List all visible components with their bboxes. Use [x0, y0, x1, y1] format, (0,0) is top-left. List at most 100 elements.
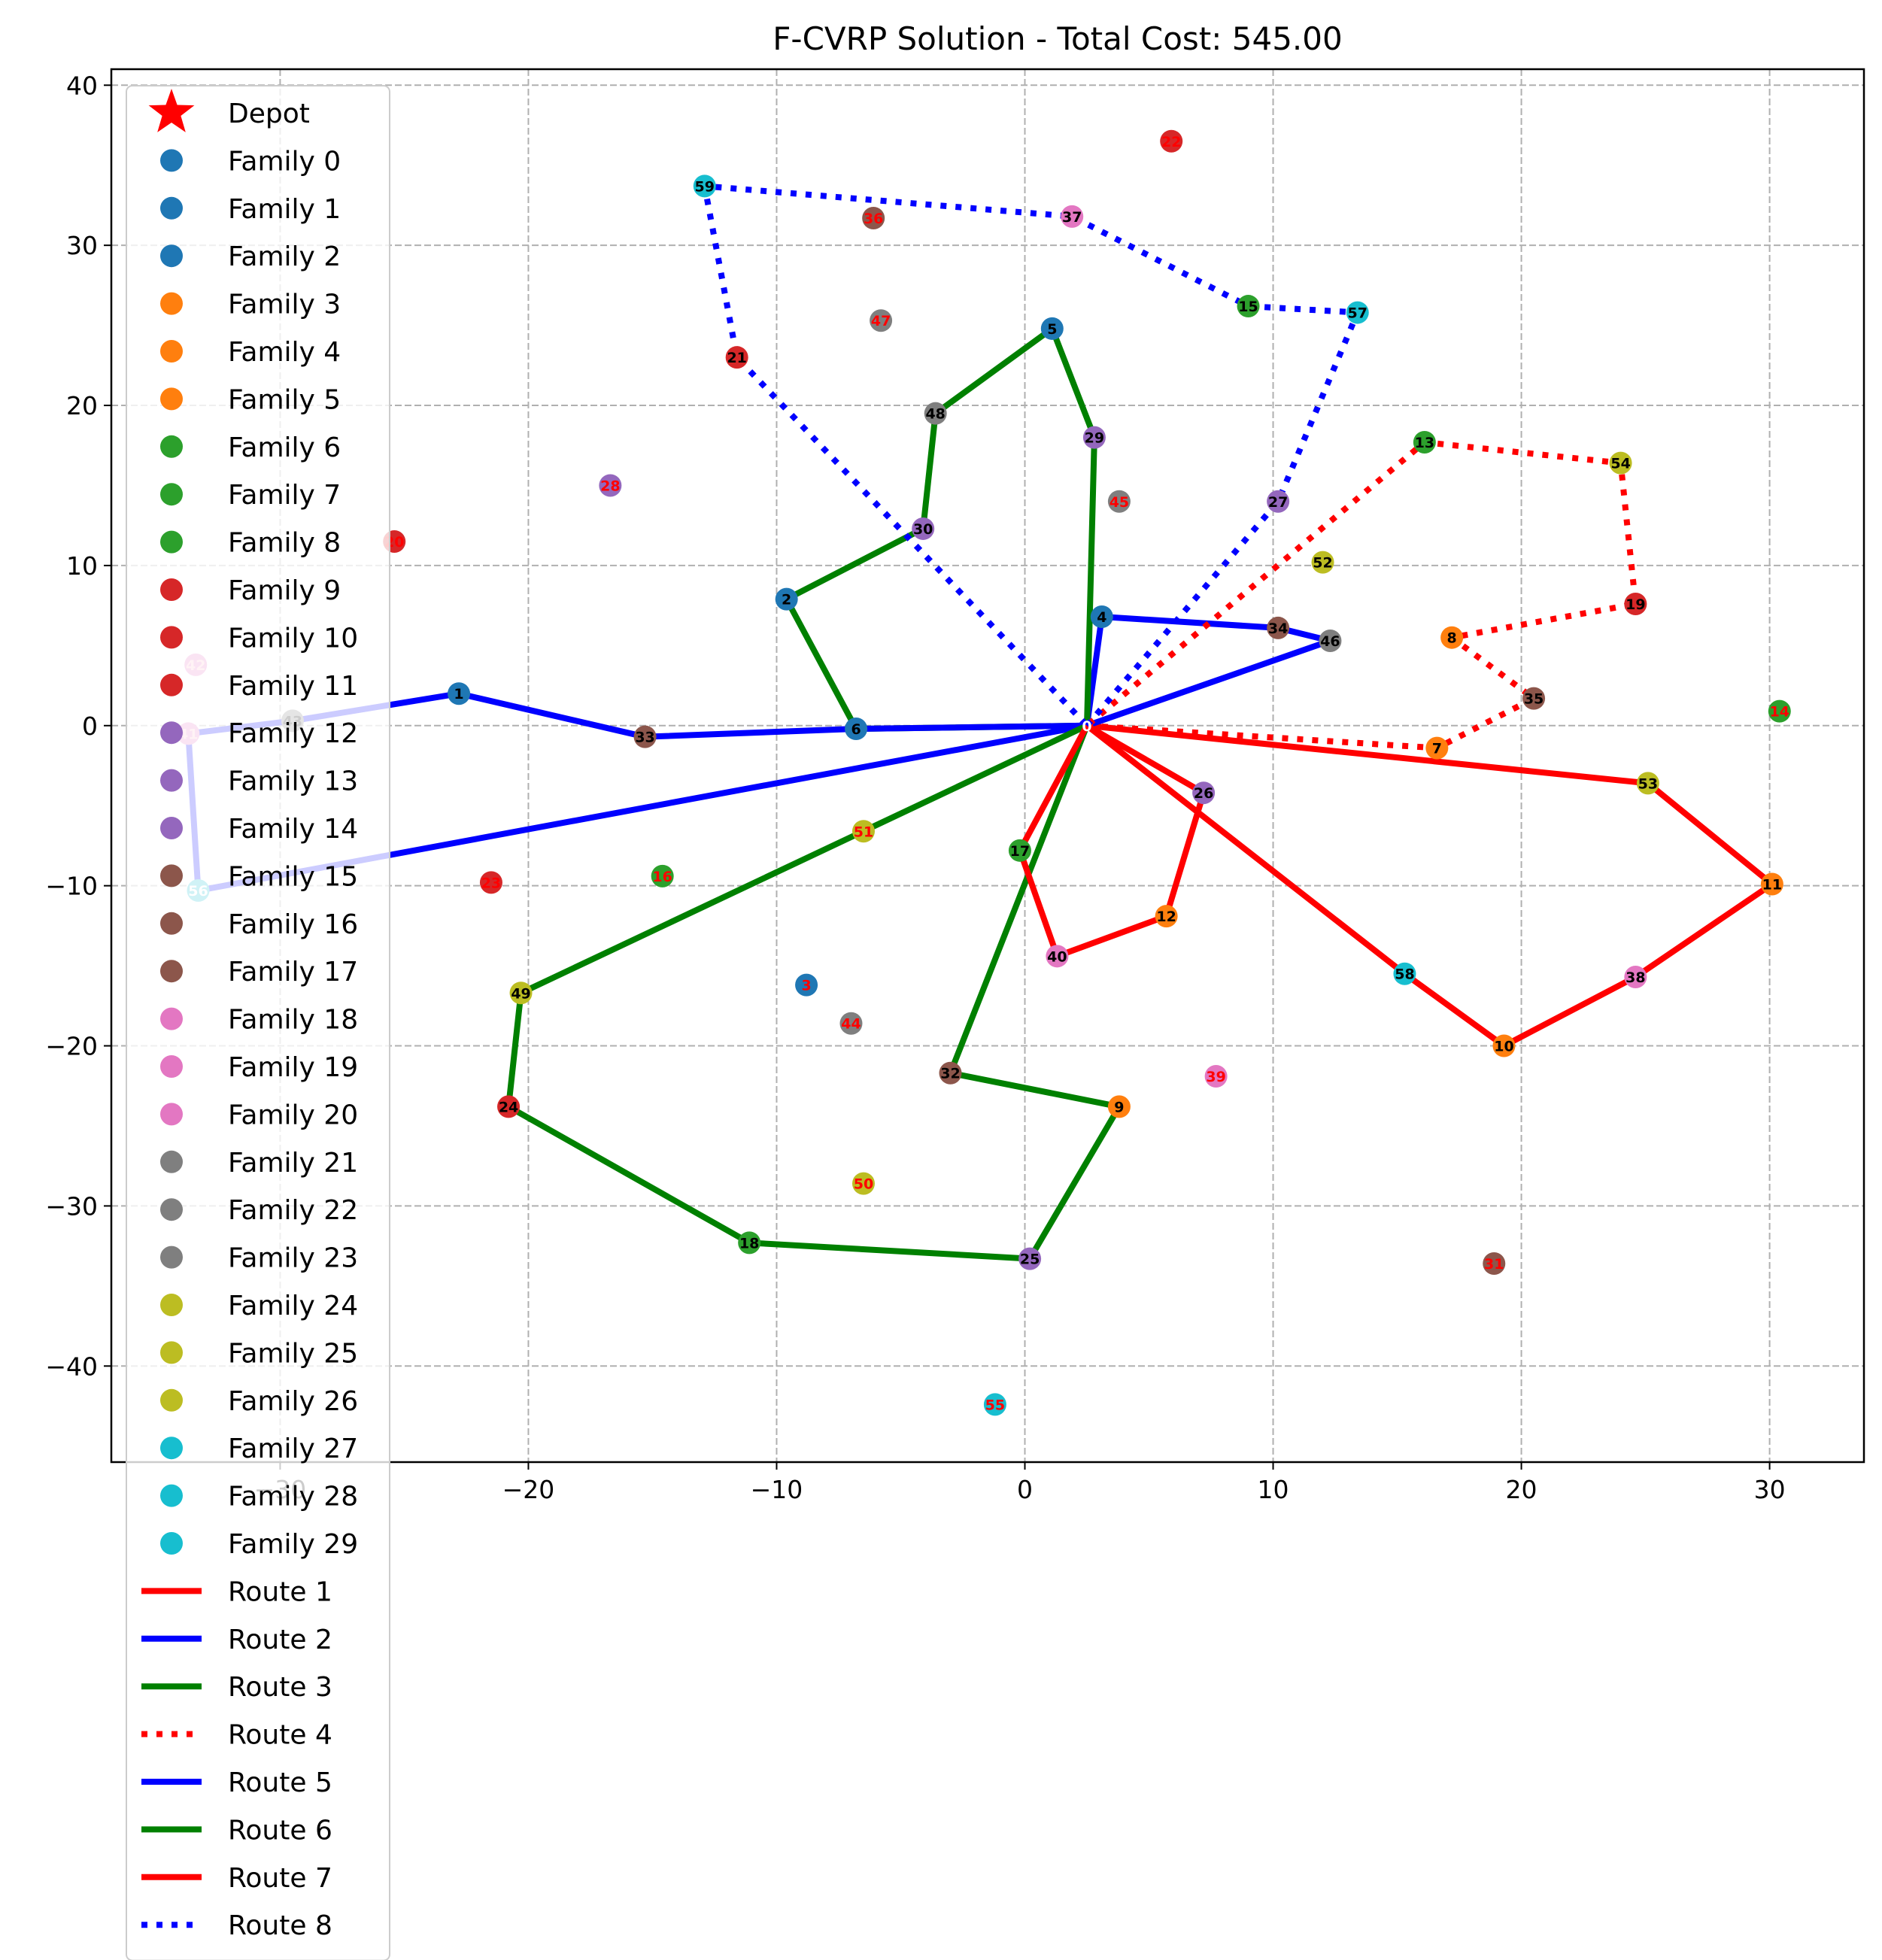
node-point-4: [1090, 605, 1113, 629]
node-label-58: 58: [1395, 966, 1414, 983]
node-label-36: 36: [864, 211, 883, 227]
legend-label-family-18: Family 18: [228, 1005, 358, 1036]
legend-label-family-25: Family 25: [228, 1338, 358, 1369]
legend-label-route-4: Route 4: [228, 1720, 332, 1751]
route-line-3: [783, 325, 1097, 733]
node-label-35: 35: [1524, 691, 1544, 708]
legend-label-family-28: Family 28: [228, 1482, 358, 1512]
node-point-2: [775, 587, 798, 611]
route-layer: [185, 183, 1775, 1262]
legend-marker-family-19: [160, 1055, 183, 1078]
node-label-33: 33: [635, 730, 654, 746]
x-tick-label: 30: [1754, 1475, 1786, 1504]
legend-marker-family-11: [160, 673, 183, 696]
legend-label-family-19: Family 19: [228, 1052, 358, 1083]
legend-label-family-16: Family 16: [228, 909, 358, 940]
legend-label-route-7: Route 7: [228, 1863, 332, 1894]
node-point-5: [1040, 317, 1064, 340]
legend-marker-family-5: [160, 387, 183, 411]
y-tick-label: 20: [66, 391, 98, 420]
y-tick-label: −40: [45, 1352, 98, 1381]
node-label-40: 40: [1047, 948, 1067, 965]
node-label-19: 19: [1626, 596, 1645, 613]
legend-label-family-3: Family 3: [228, 290, 341, 320]
node-point-49: [509, 982, 533, 1005]
legend-label-family-10: Family 10: [228, 623, 358, 654]
node-point-37: [1061, 205, 1084, 228]
legend-label-family-27: Family 27: [228, 1434, 358, 1464]
node-point-36: [862, 206, 885, 229]
legend-marker-family-13: [160, 769, 183, 792]
node-point-44: [839, 1012, 863, 1035]
node-point-28: [599, 474, 622, 497]
legend-box: [126, 85, 390, 1960]
node-label-44: 44: [841, 1016, 861, 1033]
legend-label-depot: Depot: [228, 99, 310, 129]
node-label-11: 11: [1762, 877, 1782, 894]
x-tick-label: 20: [1506, 1475, 1537, 1504]
node-point-55: [983, 1393, 1006, 1416]
node-point-47: [870, 309, 893, 332]
legend-marker-family-3: [160, 292, 183, 315]
legend-marker-family-6: [160, 435, 183, 458]
legend-marker-family-27: [160, 1437, 183, 1460]
node-label-6: 6: [851, 721, 861, 738]
node-point-19: [1624, 592, 1647, 615]
node-point-18: [738, 1231, 761, 1255]
node-point-23: [479, 871, 502, 894]
node-point-8: [1440, 626, 1464, 649]
node-label-8: 8: [1447, 630, 1457, 647]
node-point-26: [1192, 781, 1216, 805]
node-label-28: 28: [600, 478, 620, 494]
node-label-37: 37: [1062, 209, 1082, 226]
node-label-46: 46: [1320, 633, 1340, 650]
legend-label-family-12: Family 12: [228, 718, 358, 749]
legend-marker-family-14: [160, 817, 183, 839]
node-label-52: 52: [1313, 555, 1332, 572]
node-label-14: 14: [1770, 704, 1789, 721]
node-point-45: [1107, 490, 1131, 513]
node-point-34: [1267, 616, 1290, 639]
node-label-48: 48: [925, 406, 945, 423]
node-label-25: 25: [1020, 1252, 1040, 1268]
node-point-51: [851, 820, 875, 843]
node-point-16: [651, 864, 674, 887]
node-label-13: 13: [1415, 435, 1434, 451]
y-tick-label: 10: [66, 551, 98, 581]
legend-label-route-3: Route 3: [228, 1672, 332, 1703]
node-label-55: 55: [985, 1397, 1005, 1413]
legend-marker-family-2: [160, 244, 183, 268]
depot-label: 0: [1082, 718, 1091, 735]
node-label-49: 49: [511, 985, 530, 1002]
node-label-4: 4: [1097, 609, 1106, 626]
node-point-39: [1204, 1064, 1228, 1088]
legend-marker-family-9: [160, 578, 183, 601]
node-point-6: [845, 718, 868, 741]
node-point-40: [1046, 945, 1069, 968]
node-point-9: [1107, 1095, 1131, 1118]
node-point-59: [693, 174, 716, 198]
route-line-2: [1084, 614, 1334, 729]
y-tick-label: 40: [66, 71, 98, 100]
node-label-53: 53: [1638, 775, 1658, 792]
node-label-54: 54: [1610, 456, 1630, 472]
x-tick-label: 0: [1017, 1475, 1033, 1504]
legend-label-route-2: Route 2: [228, 1625, 332, 1655]
legend-marker-family-4: [160, 340, 183, 363]
node-point-15: [1237, 295, 1260, 318]
legend-marker-family-29: [160, 1532, 183, 1555]
node-point-24: [497, 1095, 521, 1118]
legend-marker-family-12: [160, 721, 183, 745]
node-point-13: [1413, 430, 1436, 454]
node-label-47: 47: [871, 313, 891, 329]
node-label-23: 23: [481, 875, 501, 891]
node-label-10: 10: [1494, 1039, 1513, 1055]
y-tick-label: 0: [82, 711, 98, 741]
y-tick-label: 30: [66, 231, 98, 260]
node-point-17: [1008, 839, 1031, 862]
y-tick-label: −30: [45, 1191, 98, 1221]
y-tick-label: −20: [45, 1032, 98, 1061]
legend-marker-family-15: [160, 864, 183, 887]
